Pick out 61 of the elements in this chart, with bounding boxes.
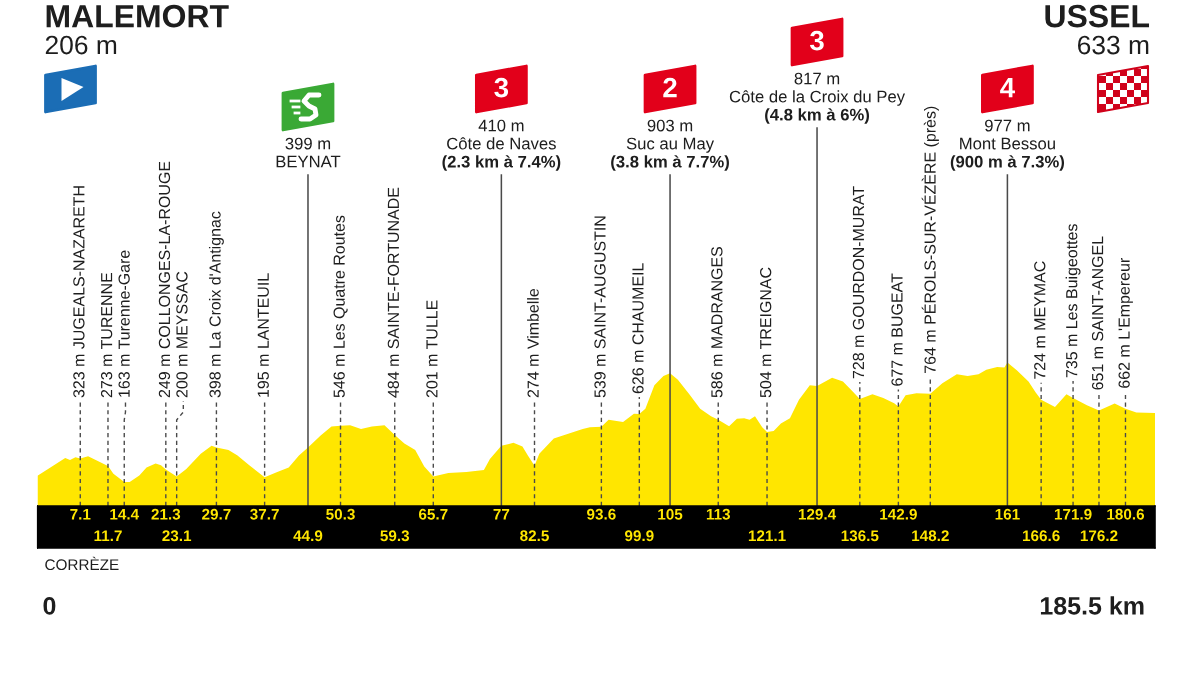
x2-tick-label: 21.3: [151, 508, 181, 520]
text: 206 m: [45, 35, 117, 55]
ref-line-label: 735 m Les Buigeottes: [1065, 224, 1081, 378]
x-tick-label: 166.6: [1022, 530, 1060, 542]
ref-line-label: 504 m TREIGNAC: [760, 267, 772, 398]
ref-line-label: 677 m BUGEAT: [891, 273, 903, 386]
ref-line-label: 399 m BEYNAT: [276, 137, 341, 168]
x2-tick-label: 142.9: [880, 508, 917, 520]
ref-line-label: 724 m MEYMAC: [1034, 261, 1046, 379]
ref-line-label: 398 m La Croix d'Antignac: [208, 211, 224, 398]
x2-tick-label: 180.6: [1107, 508, 1145, 520]
ref-line-label: 484 m SAINTE-FORTUNADE: [387, 187, 400, 398]
x2-tick-label: 14.4: [110, 508, 140, 520]
x-tick-label: 11.7: [94, 530, 122, 542]
x-tick-label: 44.9: [293, 530, 323, 542]
text: 4 977 m Mont Bessou (900 m à 7.3%): [950, 78, 1065, 171]
x-tick-label: 99.9: [624, 530, 654, 542]
ref-line-label: 546 m Les Quatre Routes: [333, 215, 348, 398]
x2-tick-label: 113: [706, 508, 731, 520]
x2-tick-label: 93.6: [587, 508, 616, 520]
ref-line-label: 274 m Vimbelle: [527, 288, 539, 398]
text: 3 410 m Côte de Naves (2.3 km à 7.4%): [442, 77, 561, 171]
ref-line-label: 200 m MEYSSAC: [176, 271, 188, 398]
text: 2 903 m Suc au May (3.8 km à 7.7%): [611, 77, 729, 171]
x-tick-label: 23.1: [162, 530, 192, 542]
ref-line-label: 662 m L'Empereur: [1118, 258, 1133, 388]
x-tick-label: 136.5: [841, 530, 879, 542]
ref-line-label: 626 m CHAUMEIL: [632, 263, 644, 394]
x-tick-label: 121.1: [748, 530, 786, 542]
x2-tick-label: 171.9: [1054, 508, 1092, 520]
x2-tick-label: 37.7: [250, 508, 279, 520]
ref-line-label: 764 m PÉROLS-SUR-VÉZÈRE (près): [921, 106, 939, 373]
ref-line-label: 539 m SAINT-AUGUSTIN: [594, 216, 606, 398]
x2-tick-label: 29.7: [202, 508, 231, 520]
text: CORRÈZE: [45, 556, 119, 571]
x-tick-label: 59.3: [380, 530, 410, 542]
x2-tick-label: 50.3: [326, 508, 355, 520]
ref-line-label: 586 m MADRANGES: [711, 246, 723, 398]
ref-line-label: 651 m SAINT-ANGEL: [1091, 236, 1104, 390]
ref-line-label: 163 m Turenne-Gare: [118, 250, 130, 397]
ref-line-label: 323 m JUGEALS-NAZARETH: [73, 186, 85, 398]
ref-line-label: 201 m TULLE: [426, 300, 438, 398]
x-tick-label: 82.5: [520, 530, 549, 542]
x2-tick-label: 161: [995, 508, 1020, 520]
text: 0: [43, 597, 56, 615]
ref-line-label: 273 m TURENNE: [100, 272, 113, 398]
x2-tick-label: 65.7: [418, 508, 448, 520]
x2-tick-label: 77: [493, 508, 510, 520]
x2-tick-label: 129.4: [798, 508, 837, 520]
text: 185.5 km: [1040, 596, 1144, 615]
text: 3 817 m Côte de la Croix du Pey (4.8 km à 6%): [729, 30, 906, 124]
ref-line-label: 195 m LANTEUIL: [257, 273, 269, 397]
text: MALEMORT: [46, 4, 229, 28]
x2-tick-label: 7.1: [70, 508, 91, 520]
text: 633 m: [1078, 35, 1149, 55]
x2-tick-label: 105: [658, 508, 683, 520]
ref-line-label: 249 m COLLONGES-LA-ROUGE: [158, 161, 171, 398]
x-tick-label: 148.2: [912, 530, 949, 542]
text: USSEL: [1045, 4, 1150, 28]
x-tick-label: 176.2: [1080, 530, 1118, 542]
ref-line-label: 728 m GOURDON-MURAT: [852, 186, 865, 379]
